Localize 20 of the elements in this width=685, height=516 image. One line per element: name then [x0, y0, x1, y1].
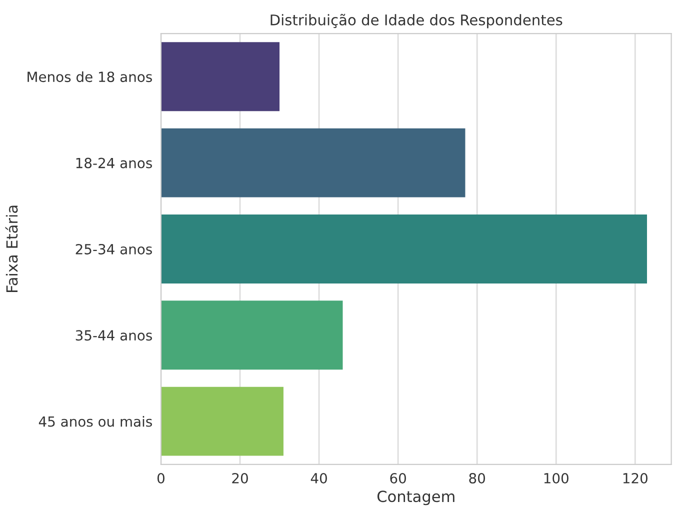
x-tick-label: 120: [623, 472, 648, 484]
y-tick-label: 45 anos ou mais: [38, 416, 152, 427]
bar: [160, 386, 284, 456]
bar: [160, 42, 280, 112]
y-tick-label: 25-34 anos: [76, 244, 152, 254]
x-tick-label: 40: [310, 472, 327, 484]
x-tick-label: 80: [469, 472, 485, 484]
x-tick-label: 20: [232, 472, 248, 484]
bar: [160, 300, 343, 370]
x-tick-label: 60: [390, 472, 406, 484]
y-tick-label: 18-24 anos: [76, 158, 152, 168]
y-tick-label: 35-44 anos: [76, 330, 152, 341]
chart-title: Distribuição de Idade dos Respondentes: [270, 14, 562, 28]
x-tick-label: 0: [157, 472, 164, 484]
bar: [160, 128, 466, 198]
y-axis-title: Faixa Etária: [5, 206, 18, 292]
x-tick-label: 100: [544, 472, 568, 484]
bar: [160, 214, 647, 284]
x-axis-title: Contagem: [377, 490, 454, 506]
y-tick-label: Menos de 18 anos: [28, 71, 152, 82]
